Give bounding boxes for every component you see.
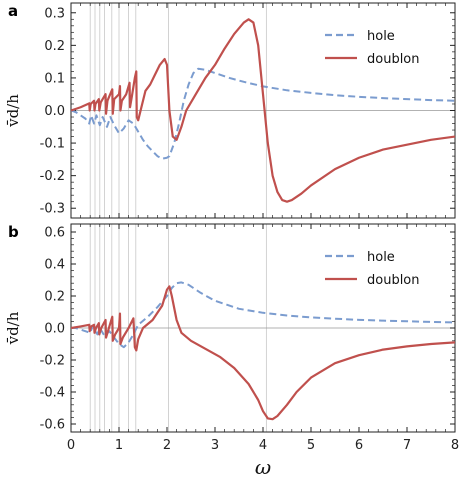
panel-label: b: [8, 223, 19, 241]
y-tick-label: -0.4: [40, 386, 65, 401]
legend-label-hole: hole: [367, 250, 395, 265]
y-tick-label: -0.6: [40, 418, 65, 433]
x-tick-label: 4: [259, 438, 267, 453]
y-tick-label: -0.2: [40, 169, 65, 184]
x-axis-label: ω: [255, 455, 271, 479]
x-tick-label: 3: [211, 438, 219, 453]
y-tick-label: -0.3: [40, 202, 65, 217]
legend-label-hole: hole: [367, 29, 395, 44]
x-tick-label: 6: [355, 438, 363, 453]
y-tick-label: 0.4: [44, 258, 65, 273]
y-tick-label: 0.2: [44, 39, 65, 54]
y-tick-label: 0.2: [44, 290, 65, 305]
x-tick-label: 5: [307, 438, 315, 453]
y-axis-label: v̄d/h: [4, 311, 22, 345]
y-tick-label: 0.3: [44, 6, 65, 21]
panel-a: -0.3 -0.2 -0.1 0.0 0.1 0.2 0.3 v̄d/h a hole doublo…: [4, 2, 456, 219]
series-line-doublon: [71, 285, 455, 421]
legend-label-doublon: doublon: [367, 52, 420, 67]
x-tick-label: 1: [115, 438, 123, 453]
y-tick-label: 0.0: [44, 104, 65, 119]
series-line-doublon: [71, 18, 455, 203]
x-tick-label: 8: [451, 438, 459, 453]
x-tick-label: 0: [67, 438, 75, 453]
y-tick-label: 0.1: [44, 71, 65, 86]
y-axis-label: v̄d/h: [4, 94, 22, 128]
series-line-hole: [71, 67, 455, 160]
y-tick-label: 0.6: [44, 226, 65, 241]
y-tick-label: -0.1: [40, 137, 65, 152]
legend-label-doublon: doublon: [367, 273, 420, 288]
y-tick-label: -0.2: [40, 354, 65, 369]
x-tick-label: 2: [163, 438, 171, 453]
y-tick-label: 0.0: [44, 322, 65, 337]
x-tick-label: 7: [403, 438, 411, 453]
panel-label: a: [8, 2, 18, 20]
panel-b: -0.6 -0.4 -0.2 0.0 0.2 0.4 0.6 0 1 2 3 4 5 6 7 8 ω v̄d/h b…: [4, 223, 459, 479]
